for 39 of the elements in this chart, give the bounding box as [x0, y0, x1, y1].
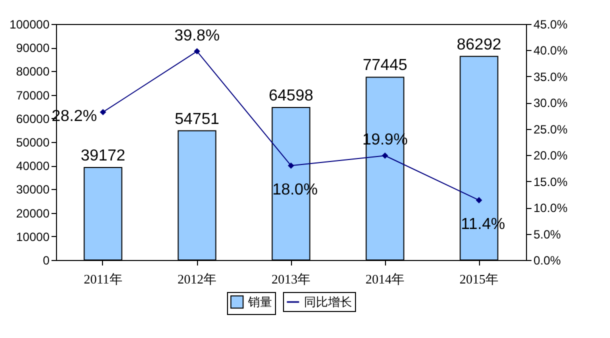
y2-tick-label: 30.0% — [534, 96, 568, 110]
x-tick-label: 2013年 — [272, 272, 310, 286]
y2-tick-label: 10.0% — [534, 201, 568, 216]
point — [476, 197, 482, 204]
y-tick-label: 80000 — [16, 64, 50, 79]
y2-tick-label: 5.0% — [534, 227, 562, 242]
y2-tick-label: 15.0% — [534, 174, 568, 189]
y2-tick-label: 20.0% — [534, 148, 568, 163]
x-tick-label: 2015年 — [460, 272, 498, 286]
data-label: 86292 — [456, 36, 502, 54]
x-tick-label: 2011年 — [84, 272, 122, 286]
point — [382, 152, 388, 159]
y-tick-label: 10000 — [16, 230, 50, 244]
point — [100, 108, 106, 116]
x-tick-label: 2012年 — [178, 272, 216, 286]
point — [288, 162, 294, 169]
x-tick-label: 2014年 — [366, 272, 404, 286]
data-label: 39172 — [80, 148, 126, 165]
y2-tick-label: 0.0% — [534, 254, 562, 268]
legend-label: 销量 — [247, 295, 272, 309]
y-tick-label: 90000 — [16, 41, 50, 56]
point — [194, 48, 200, 54]
y-tick-label: 70000 — [16, 88, 50, 102]
y-tick-label: 30000 — [16, 182, 50, 197]
y2-tick-label: 45.0% — [534, 18, 568, 32]
y-tick-label: 20000 — [16, 206, 50, 220]
y-tick-label: 60000 — [16, 112, 50, 126]
y-tick-label: 50000 — [16, 136, 50, 150]
data-label: 54751 — [174, 110, 220, 128]
y-tick-label: 40000 — [16, 159, 50, 174]
y-tick-label: 0 — [42, 254, 50, 268]
data-label: 77445 — [362, 57, 408, 74]
y2-tick-label: 40.0% — [534, 44, 568, 58]
y2-tick-label: 35.0% — [534, 70, 568, 84]
legend-label: 同比增长 — [304, 295, 352, 309]
y-tick-label: 100000 — [9, 18, 50, 32]
data-label: 64598 — [268, 88, 314, 105]
data-label: 39.8% — [174, 27, 220, 44]
y2-tick-label: 25.0% — [534, 122, 568, 136]
